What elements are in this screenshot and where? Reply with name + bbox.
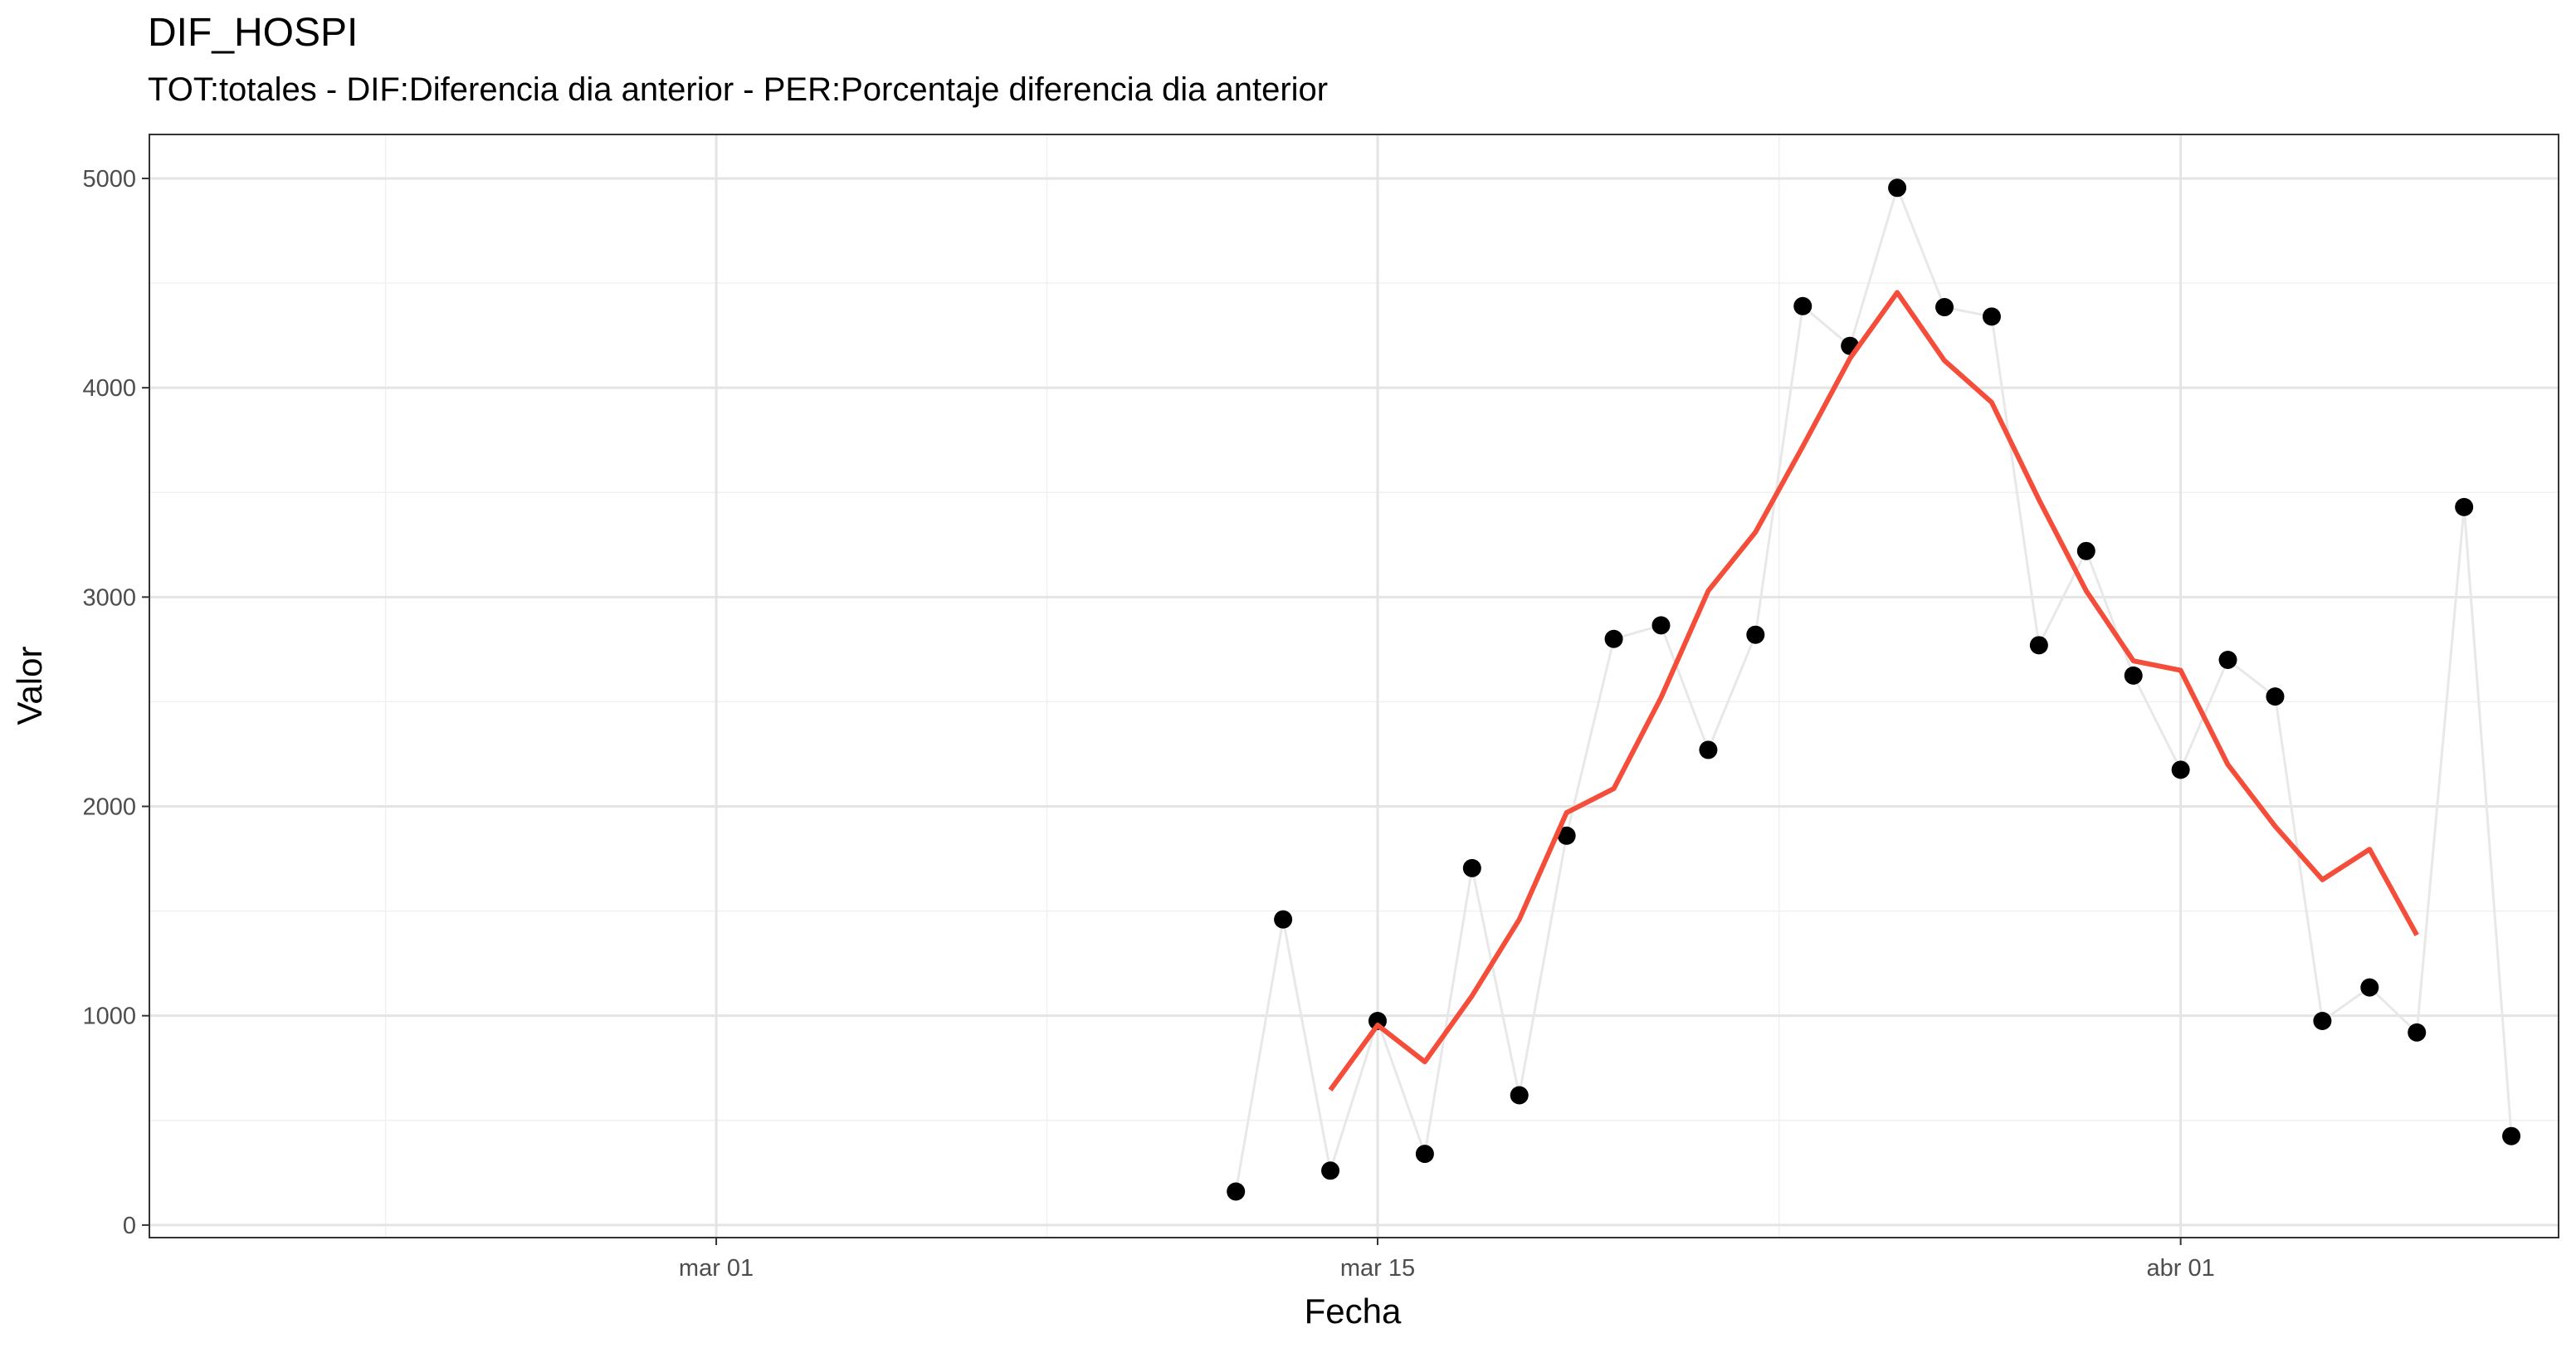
y-tick-label: 2000 [82,794,136,821]
smoothed-series-line [1328,290,2419,1092]
plot-panel-border [149,134,2559,1238]
x-tick-label: mar 01 [679,1255,754,1282]
data-point [1746,625,1765,644]
chart-subtitle: TOT:totales - DIF:Diferencia dia anterio… [148,71,1329,108]
data-point [2313,1011,2332,1030]
data-point [1462,858,1481,877]
data-point [1651,616,1671,635]
data-point [1227,1182,1246,1201]
data-point [2124,666,2143,685]
data-point [2408,1023,2427,1042]
data-point [1935,298,1954,317]
y-tick-label: 5000 [82,166,136,193]
chart-title: DIF_HOSPI [148,11,359,55]
y-axis-title: Valor [10,647,49,725]
data-point [1274,910,1293,929]
data-point [1793,296,1812,315]
data-point [2502,1126,2521,1145]
data-point [1604,629,1623,648]
data-point [2171,760,2190,779]
x-tick-label: mar 15 [1340,1255,1415,1282]
data-point [1557,826,1576,845]
y-tick-label: 1000 [82,1004,136,1030]
y-tick-label: 4000 [82,375,136,402]
y-tick-label: 3000 [82,584,136,611]
data-point [2218,650,2237,669]
x-axis-title: Fecha [1305,1292,1402,1331]
data-point [1321,1161,1340,1180]
data-point [1982,307,2001,326]
data-point [2455,497,2474,516]
data-point [2360,978,2379,997]
data-point [2076,541,2095,560]
data-point [1888,178,1907,198]
data-point [1415,1145,1434,1164]
x-tick-label: abr 01 [2147,1255,2215,1282]
y-tick-label: 0 [123,1213,136,1239]
data-point [2029,636,2048,655]
data-point [1510,1086,1529,1105]
raw-series-line [1234,183,2513,1192]
data-point [1699,740,1718,759]
data-point [2266,687,2285,706]
